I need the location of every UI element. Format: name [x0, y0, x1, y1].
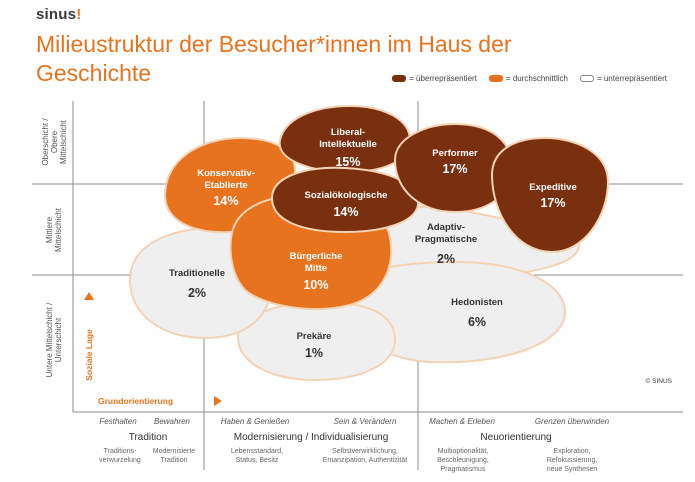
milieu-buergerliche-pct: 10% [303, 278, 328, 292]
x-sub-traditionsverwurzelung-line1: Traditions- [104, 448, 137, 455]
x-axis-title: Grundorientierung [98, 396, 173, 406]
milieu-sozialoeko-pct: 14% [333, 205, 358, 219]
x-sub-selbstverwirklichung-line2: Emanzipation, Authentizität [323, 457, 407, 464]
milieu-traditionelle-pct: 2% [188, 286, 206, 300]
x-sub-exploration-line2: Refokussierung, [547, 457, 598, 464]
right-arrow-icon [214, 396, 222, 406]
y-level-middle-line1: Mittlere [45, 216, 54, 243]
x-group-modernisierung: Modernisierung / Individualisierung [234, 432, 389, 443]
milieu-prekaere-pct: 1% [305, 346, 323, 360]
y-level-lower: Untere Mittelschicht /Unterschicht [45, 302, 63, 377]
milieu-buergerliche-name-line1: Bürgerliche [290, 251, 343, 262]
sinus-logo: sinus! [36, 6, 81, 23]
x-seg-sein: Sein & Verändern [334, 417, 397, 426]
y-axis-title: Soziale Lage [84, 329, 94, 381]
x-segments: Festhalten Bewahren Haben & Genießen Sei… [99, 417, 609, 426]
x-sub-modernisierte: Modernisierte Tradition [153, 448, 196, 464]
x-groups: Tradition Modernisierung / Individualisi… [129, 432, 552, 443]
x-sub-exploration-line3: neue Synthesen [547, 466, 598, 473]
logo-text: sinus [36, 6, 77, 23]
milieu-adaptiv-name-line2: Pragmatische [415, 234, 477, 245]
logo-mark: ! [76, 6, 82, 23]
y-level-middle: MittlereMittelschicht [45, 207, 63, 252]
x-sub-multioptionalitaet-line2: Beschleunigung, [437, 457, 489, 464]
milieu-liberal-name-line1: Liberal- [331, 127, 365, 138]
legend-label-under: = unterrepräsentiert [596, 74, 667, 83]
milieu-traditionelle-name: Traditionelle [169, 268, 225, 279]
legend-item-over: = überrepräsentiert [392, 74, 477, 83]
x-sub-selbstverwirklichung: Selbstverwirklichung, Emanzipation, Authe… [323, 448, 407, 464]
x-sub-lebensstandard-line2: Status, Besitz [236, 457, 279, 464]
x-group-tradition: Tradition [129, 432, 168, 443]
milieu-adaptiv-name: Adaptiv-Pragmatische [415, 222, 477, 245]
y-level-upper-line1: Oberschicht / [41, 118, 50, 166]
legend-item-average: = durchschnittlich [488, 74, 568, 83]
x-seg-festhalten: Festhalten [99, 417, 137, 426]
milieu-performer-name: Performer [432, 148, 478, 159]
x-sub-multioptionalitaet-line3: Pragmatismus [441, 466, 486, 473]
x-sub-multioptionalitaet-line1: Multioptionalität, [438, 448, 489, 455]
legend-label-average: = durchschnittlich [505, 74, 568, 83]
y-level-lower-line2: Unterschicht [54, 317, 63, 362]
milieu-adaptiv-pct: 2% [437, 252, 455, 266]
x-sub-exploration: Exploration, Refokussierung, neue Synthese… [547, 448, 598, 473]
milieu-sozialoeko-shape [270, 166, 420, 234]
x-sub-exploration-line1: Exploration, [554, 448, 591, 455]
milieu-sozialoeko-name: Sozialökologische [305, 190, 388, 201]
milieu-buergerliche-name-line2: Mitte [305, 263, 327, 274]
milieu-expeditive-name: Expeditive [529, 182, 577, 193]
milieu-labels: Liberal-Intellektuelle 15% Performer 17%… [169, 127, 577, 360]
legend: = überrepräsentiert = durchschnittlich =… [392, 74, 667, 83]
x-sub-modernisierte-line1: Modernisierte [153, 448, 196, 455]
legend-item-under: = unterrepräsentiert [579, 74, 667, 83]
x-sub-traditionsverwurzelung-line2: verwurzelung [99, 457, 141, 464]
y-level-lower-line1: Untere Mittelschicht / [45, 302, 54, 377]
x-seg-haben: Haben & Genießen [221, 417, 290, 426]
milieu-konservativ-name: Konservativ-Etablierte [197, 168, 255, 191]
page-title: Milieustruktur der Besucher*innen im Hau… [36, 31, 512, 86]
legend-swatch-average [488, 75, 503, 82]
y-level-upper-line2: Obere [50, 130, 59, 153]
milieu-konservativ-name-line2: Etablierte [204, 180, 247, 191]
up-arrow-icon [84, 292, 94, 300]
x-subs: Traditions-verwurzelung Modernisierte Tra… [99, 448, 597, 473]
milieu-performer-pct: 17% [442, 162, 467, 176]
milieu-liberal-name: Liberal-Intellektuelle [319, 127, 377, 150]
x-sub-lebensstandard: Lebensstandard, Status, Besitz [231, 448, 283, 464]
milieu-expeditive-pct: 17% [540, 196, 565, 210]
x-sub-traditionsverwurzelung: Traditions-verwurzelung [99, 448, 141, 464]
x-sub-selbstverwirklichung-line1: Selbstverwirklichung, [332, 448, 398, 455]
x-sub-multioptionalitaet: Multioptionalität, Beschleunigung, Pragmat… [437, 448, 489, 473]
milieu-liberal-name-line2: Intellektuelle [319, 139, 377, 150]
x-group-neuorientierung: Neuorientierung [480, 432, 551, 443]
milieu-hedonisten-name: Hedonisten [451, 297, 503, 308]
copyright: © SINUS [646, 377, 673, 385]
milieu-adaptiv-name-line1: Adaptiv- [427, 222, 465, 233]
x-sub-lebensstandard-line1: Lebensstandard, [231, 448, 283, 455]
x-seg-bewahren: Bewahren [154, 417, 191, 426]
y-level-middle-line2: Mittelschicht [54, 207, 63, 252]
milieu-konservativ-pct: 14% [213, 194, 238, 208]
legend-swatch-under [579, 75, 594, 82]
milieus-over [270, 104, 610, 254]
milieu-konservativ-name-line1: Konservativ- [197, 168, 255, 179]
milieu-buergerliche-name: Bürgerliche Mitte [290, 251, 343, 274]
legend-swatch-over [392, 75, 407, 82]
milieu-hedonisten-pct: 6% [468, 315, 486, 329]
x-seg-machen: Machen & Erleben [429, 417, 495, 426]
x-seg-grenzen: Grenzen überwinden [535, 417, 610, 426]
y-level-upper: Oberschicht /ObereMittelschicht [41, 118, 68, 166]
y-level-upper-line3: Mittelschicht [59, 119, 68, 164]
milieu-expeditive-shape [490, 136, 610, 254]
x-sub-modernisierte-line2: Tradition [161, 457, 188, 464]
milieu-prekaere-name: Prekäre [297, 331, 332, 342]
legend-label-over: = überrepräsentiert [409, 74, 477, 83]
milieu-liberal-pct: 15% [335, 155, 360, 169]
